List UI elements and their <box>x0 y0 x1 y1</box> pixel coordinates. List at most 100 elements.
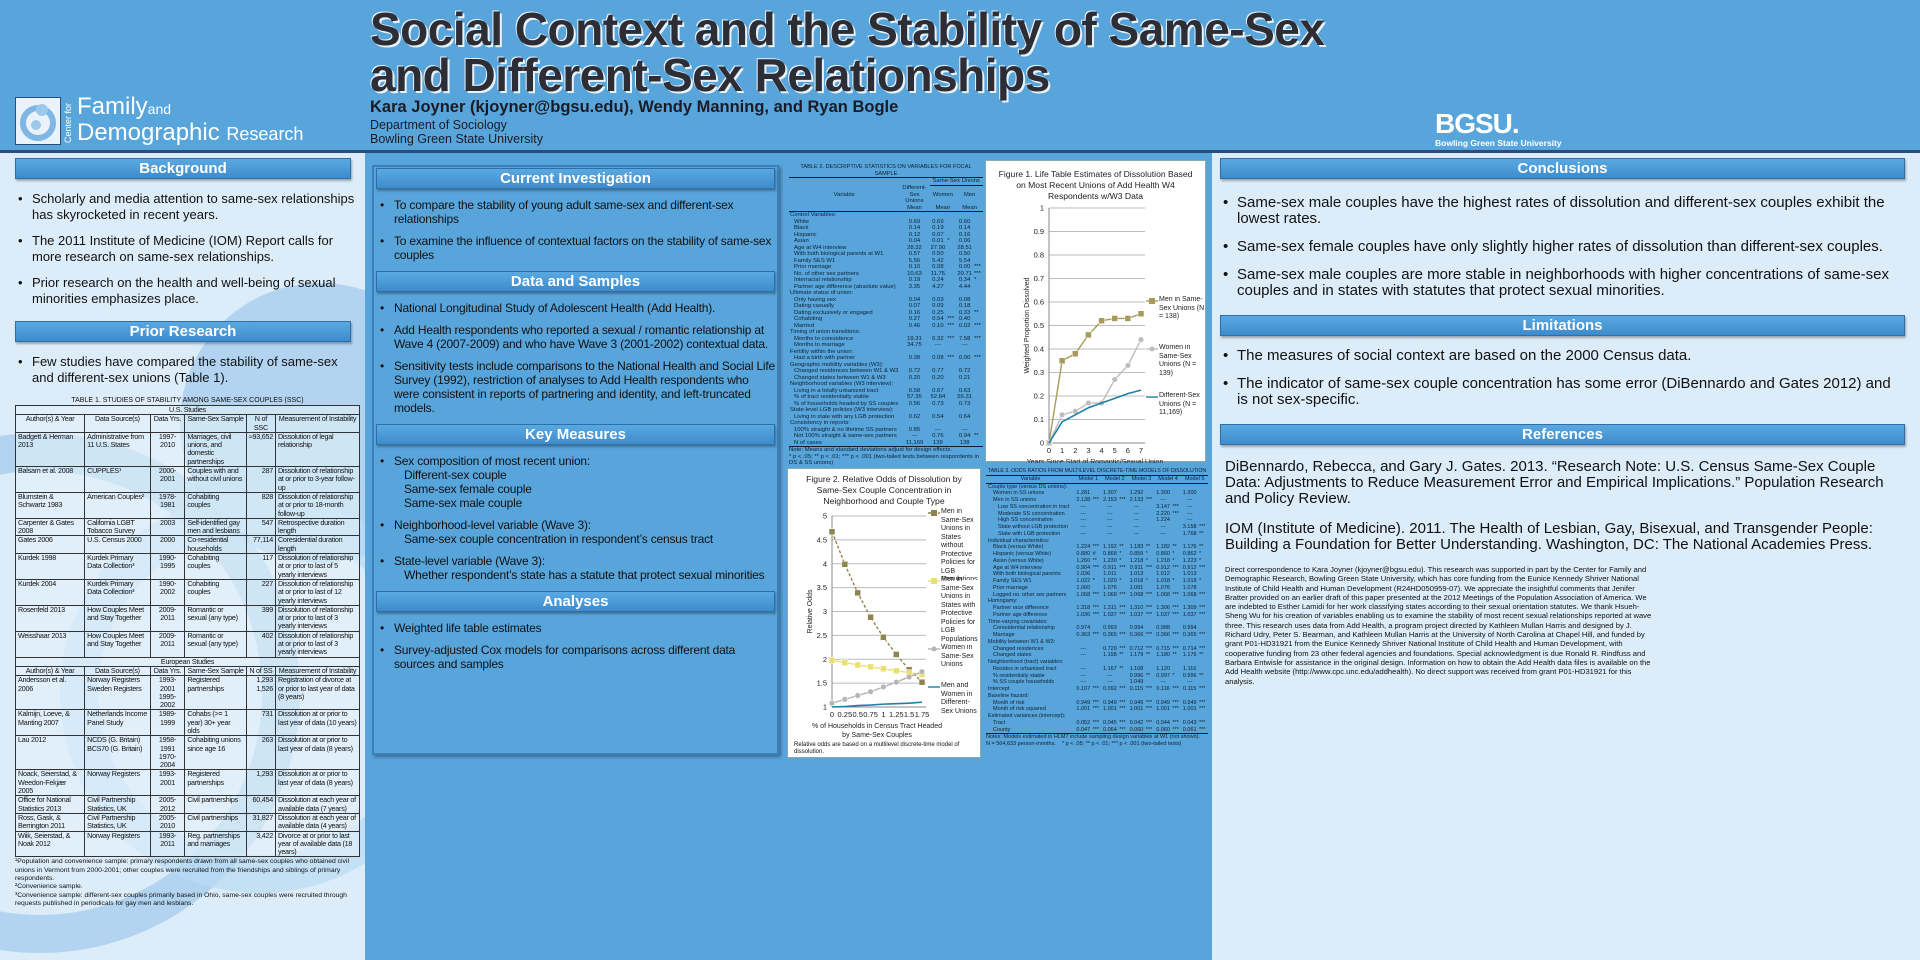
table-cell: Netherlands Income Panel Study <box>84 709 151 737</box>
table-cell: 0.27 <box>908 316 921 322</box>
table-cell: 2003 <box>149 517 186 537</box>
figure1: Figure 1. Life Table Estimates of Dissol… <box>985 160 1206 463</box>
row-label: Time-varying covariates: <box>988 618 1048 625</box>
table-cell: Carpenter & Gates 2008 <box>14 517 86 537</box>
table-row: Hispanic (versus White) 0.880 #0.868 * 0.859… <box>986 551 1208 558</box>
table-cell: 1.108 <box>1129 665 1144 672</box>
x-tick-label: 0.25 <box>838 710 853 719</box>
table-cell: 0.50 <box>932 251 944 257</box>
table-row: Asian (versus White) 1.260 ** 1.230 * 1.218 * 1… <box>986 558 1208 565</box>
table-cell: Co-residential households <box>184 535 247 555</box>
table-cell: 1.018 <box>1129 578 1144 584</box>
list-item: National Longitudinal Study of Adolescen… <box>380 301 775 315</box>
measure-detail: Different-sex couple <box>404 468 507 482</box>
row-label: Prior marriage <box>794 264 832 270</box>
y-tick-label: 5 <box>823 512 827 521</box>
y-tick-label: 4.5 <box>817 535 827 544</box>
table-cell: --- <box>1160 679 1166 686</box>
significance <box>1092 531 1102 538</box>
table-note: Notes: Models estimated in HLM7 include … <box>986 734 1200 741</box>
series-line <box>1048 339 1142 444</box>
significance <box>1145 585 1155 592</box>
measure-detail: Whether respondent’s state has a statute… <box>404 568 765 582</box>
table-cell: 0.19 <box>908 277 921 283</box>
significance: *** <box>1119 645 1126 652</box>
row-label: Men in SS unions <box>993 497 1037 503</box>
table-cell: 1.081 <box>1129 584 1144 591</box>
table-row: Partner age difference (absolute value) 3… <box>789 284 983 291</box>
significance: *** <box>1119 591 1126 598</box>
table-cell: 0.060 <box>1156 726 1170 733</box>
x-tick-label: 0.5 <box>852 710 862 719</box>
analyses-heading: Analyses <box>376 591 775 612</box>
table-cell: Dissolution at each year of available da… <box>274 795 361 814</box>
significance: *** <box>947 316 955 322</box>
acknowledgments: Direct correspondence to Kara Joyner (kj… <box>1225 565 1652 686</box>
significance <box>1118 524 1128 531</box>
data-point <box>918 678 926 686</box>
data-point <box>880 683 887 690</box>
authors: Kara Joyner (kjoyner@bgsu.edu), Wendy Ma… <box>370 98 899 116</box>
table-cell: Dissolution at or prior to last year of … <box>274 709 361 737</box>
table-cell: 0.40 <box>958 316 971 322</box>
table-row: Cohabiting 0.27 0.54 *** 0.40 <box>789 316 983 323</box>
table-cell: 0.57 <box>908 251 921 257</box>
significance: *** <box>1172 503 1179 510</box>
table-cell: 0.366 <box>1129 632 1144 638</box>
table-cell: 0.994 <box>1129 625 1144 632</box>
logo-line-2: Demographic Research <box>77 119 303 147</box>
significance: *** <box>1145 632 1153 638</box>
table-cell: 0.994 <box>1182 625 1197 632</box>
row-label: Partner age difference <box>993 611 1048 618</box>
table-cell: 31,827 <box>245 812 276 832</box>
table-cell: 2000-2001 <box>149 466 186 493</box>
table-cell: 1.078 <box>1182 584 1197 591</box>
series-line <box>1048 313 1142 444</box>
table-row: Dating exclusively or engaged 0.16 0.25 0.3… <box>789 310 983 317</box>
table-cell: 0.09 <box>932 303 944 309</box>
table-row: Prior marriage 0.10 0.08 0.00 *** <box>789 264 983 271</box>
table-cell: 1.022 <box>1076 578 1091 584</box>
current-investigation-heading: Current Investigation <box>376 168 775 189</box>
significance: *** <box>1172 645 1179 652</box>
table-row: Family SES W1 1.022 * 1.020 * 1.018 * 1.018 * 1.0… <box>986 578 1208 585</box>
table-cell: 1.076 <box>1103 584 1117 591</box>
table-row: Ultimate status of union: <box>789 290 983 297</box>
row-label: Hispanic (versus White) <box>993 551 1052 557</box>
y-tick-label: 1 <box>1040 204 1044 213</box>
table-cell: U.S. Census 2000 <box>84 535 151 555</box>
table-cell: 0.62 <box>908 413 921 420</box>
table-cell: --- <box>1186 679 1193 686</box>
table-cell: 0.993 <box>1103 625 1117 632</box>
row-label: Age at W4 interview <box>794 244 847 251</box>
table-cell: 0.20 <box>932 374 944 381</box>
significance: * <box>1172 578 1175 584</box>
table-cell: 0.07 <box>932 231 944 238</box>
column-header: Data Source(s) <box>84 665 151 677</box>
significance: *** <box>1199 645 1206 652</box>
significance <box>1171 571 1181 578</box>
table-row: Men in SS unions 2.138 *** 2.153 *** 2.133 ***… <box>986 497 1208 504</box>
row-label: Changed states <box>993 652 1032 659</box>
table-cell: 0.064 <box>1103 726 1117 733</box>
header-divider <box>0 150 1920 153</box>
table-cell: 1.300 <box>1156 490 1170 497</box>
row-label: Not 100% straight & same-sex partners <box>794 433 897 439</box>
significance: *** <box>1172 605 1179 611</box>
row-label: Hispanic <box>794 231 817 238</box>
table-cell: Dissolution of relationship at or prior … <box>274 630 361 658</box>
table-cell: 1.049 <box>1129 679 1144 686</box>
table-cell: Balsam et al. 2008 <box>14 466 86 493</box>
x-tick-label: 1.25 <box>889 710 904 719</box>
table-cell: 3.35 <box>908 283 921 290</box>
table-cell: 1.001 <box>1156 706 1170 713</box>
table-cell: Andersson et al. 2006 <box>14 675 86 711</box>
row-label: Changed residences between W1 & W3 <box>794 368 899 374</box>
significance: * <box>1199 551 1202 557</box>
table-row: State with LGB protection --- --- --- --- 1.7… <box>986 531 1208 538</box>
table-cell: 138 <box>959 439 970 446</box>
table-cell: 1989-1999 <box>149 709 186 737</box>
table-cell: --- <box>1107 530 1113 537</box>
significance <box>1118 490 1128 497</box>
table-cell: Noack, Seierstad, & Weedon-Fekjær 2005 <box>14 769 86 797</box>
